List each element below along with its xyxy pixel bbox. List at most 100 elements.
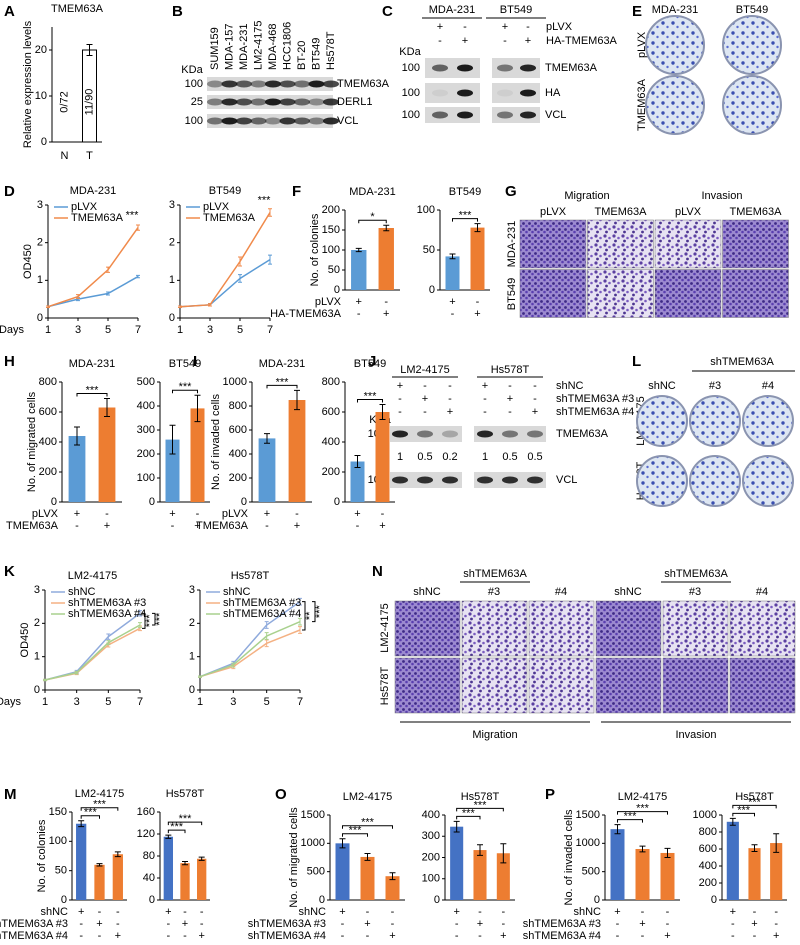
panel-letter: P — [545, 786, 555, 803]
line — [47, 275, 139, 308]
condition-label: TMEM63A — [6, 520, 59, 532]
condition-sign: - — [265, 520, 269, 532]
mw-marker: 100 — [185, 115, 203, 127]
condition-sign: + — [182, 918, 188, 930]
blot-background — [425, 107, 480, 123]
significance-bracket — [172, 389, 198, 394]
blot-band — [392, 476, 408, 484]
bar — [98, 407, 116, 502]
line — [199, 620, 301, 678]
y-tick-label: 200 — [322, 204, 340, 216]
x-tick-label: 7 — [137, 696, 143, 708]
blot-band — [477, 430, 493, 438]
group-label: BT549 — [500, 4, 532, 16]
band-label: TMEM63A — [545, 62, 598, 74]
condition-sign: + — [264, 508, 270, 520]
blot-band — [265, 98, 281, 106]
bar — [350, 461, 365, 502]
error-bar — [354, 455, 361, 468]
condition-sign: + — [389, 930, 395, 942]
error-bar — [165, 834, 172, 839]
blot-band — [457, 64, 473, 72]
condition-sign: - — [357, 308, 361, 320]
panel-letter: M — [4, 786, 17, 803]
column-label: #4 — [762, 380, 774, 392]
column-label: pLVX — [675, 206, 702, 218]
colony-plate — [742, 395, 794, 447]
condition-sign: + — [614, 906, 620, 918]
condition-sign: + — [773, 930, 779, 942]
condition-sign: - — [616, 918, 620, 930]
y-tick-label: 600 — [229, 424, 247, 436]
microscopy-image — [519, 219, 587, 269]
significance-label: *** — [624, 811, 638, 823]
blot-band — [457, 89, 473, 97]
bar — [473, 850, 487, 900]
y-tick-label: 150 — [49, 806, 67, 818]
condition-label: TMEM63A — [196, 520, 249, 532]
condition-sign: + — [96, 918, 102, 930]
mw-marker: 100 — [402, 109, 420, 121]
y-tick-label: 1 — [169, 274, 175, 286]
condition-sign: - — [455, 930, 459, 942]
chart-title: BT549 — [354, 358, 386, 370]
x-tick-label: 5 — [264, 696, 270, 708]
group-label: shTMEM63A — [463, 568, 527, 580]
condition-sign: + — [482, 380, 488, 392]
lane-label: HCC1806 — [281, 22, 293, 70]
condition-sign: + — [356, 296, 362, 308]
y-tick-label: 400 — [699, 860, 717, 872]
band-label: TMEM63A — [556, 428, 609, 440]
significance-label: * — [370, 211, 375, 223]
significance-label: *** — [636, 803, 650, 815]
bar — [360, 856, 375, 900]
y-axis-label: No. of migrated cells — [288, 807, 300, 908]
y-tick-label: 50 — [328, 264, 340, 276]
blot-band — [207, 98, 223, 106]
blot-band — [308, 98, 325, 106]
y-tick-label: 0 — [334, 284, 340, 296]
lane-label: MDA-157 — [223, 24, 235, 70]
blot-band — [323, 117, 339, 125]
kda-label: KDa — [399, 46, 421, 58]
x-tick-label: 1 — [177, 324, 183, 336]
group-label: Migration — [564, 190, 609, 202]
condition-label: shNC — [556, 380, 584, 392]
error-bar — [383, 224, 390, 232]
condition-sign: + — [104, 520, 110, 532]
y-tick-label: 500 — [137, 376, 155, 388]
blot-band — [457, 111, 473, 119]
condition-sign: - — [295, 508, 299, 520]
significance-label: ** — [304, 611, 316, 620]
band-label: VCL — [545, 109, 566, 121]
error-bar — [198, 675, 202, 678]
bar — [112, 854, 123, 900]
error-bar — [751, 844, 758, 853]
line — [44, 624, 141, 681]
condition-sign: - — [501, 918, 505, 930]
condition-sign: + — [169, 508, 175, 520]
panel-letter: B — [172, 3, 183, 20]
condition-sign: - — [526, 21, 530, 33]
blot-band — [502, 430, 518, 438]
condition-sign: - — [501, 906, 505, 918]
y-tick-label: 0 — [61, 894, 67, 906]
y-axis-label: OD450 — [22, 244, 34, 279]
y-tick-label: 100 — [417, 204, 435, 216]
bar — [258, 438, 276, 502]
mw-marker: 100 — [402, 87, 420, 99]
error-bar — [178, 305, 182, 308]
blot-band — [432, 89, 448, 97]
x-tick-label: N — [61, 150, 69, 162]
chart-title: LM2-4175 — [343, 791, 393, 803]
y-tick-label: 1000 — [576, 837, 600, 849]
significance-bracket — [167, 821, 203, 826]
y-axis-label: No. of invaded cells — [210, 394, 222, 490]
y-tick-label: 300 — [422, 830, 440, 842]
bar — [385, 876, 400, 900]
y-tick-label: 2 — [189, 617, 195, 629]
band-label: VCL — [337, 115, 358, 127]
condition-sign: - — [448, 380, 452, 392]
quantification: 0.5 — [417, 451, 432, 463]
bar — [76, 823, 87, 900]
